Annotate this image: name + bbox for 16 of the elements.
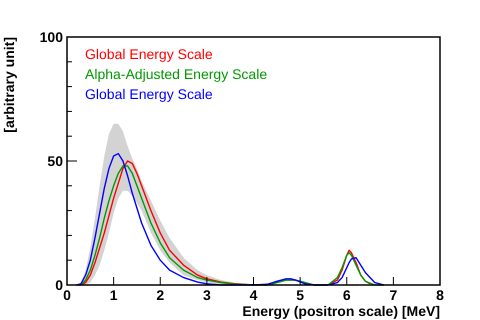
x-tick-label: 5 — [296, 287, 304, 303]
y-axis-title: [arbitrary unit] — [1, 37, 17, 133]
y-tick-label: 50 — [47, 153, 64, 169]
x-tick-label: 7 — [389, 287, 398, 303]
x-tick-label: 3 — [202, 287, 211, 303]
text: Global Energy Scale — [85, 46, 213, 62]
y-tick-label: 100 — [40, 29, 64, 45]
x-tick-label: 8 — [436, 287, 444, 303]
text: Alpha-Adjusted Energy Scale — [85, 66, 268, 82]
y-tick-label: 0 — [55, 277, 64, 293]
x-tick-label: 1 — [110, 287, 118, 303]
x-tick-label: 4 — [250, 287, 258, 303]
x-tick-label: 6 — [342, 287, 351, 303]
x-tick-label: 2 — [156, 287, 164, 303]
text: Global Energy Scale — [85, 86, 213, 102]
x-axis-title: Energy (positron scale) [MeV] — [242, 303, 440, 319]
